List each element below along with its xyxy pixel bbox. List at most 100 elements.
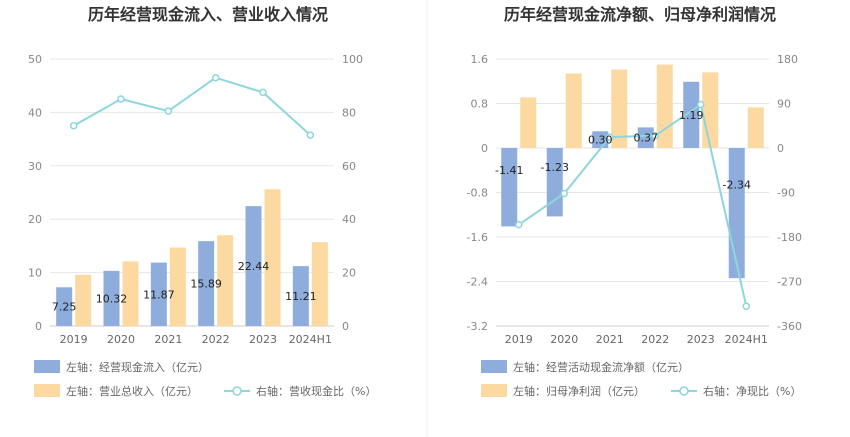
chart1-data-label: 7.25 xyxy=(52,301,77,314)
chart2-legend-label: 左轴：归母净利润（亿元） xyxy=(513,384,645,398)
chart2-right-tick: -180 xyxy=(777,231,802,244)
chart2-left-tick: 0.8 xyxy=(471,98,489,111)
chart2-x-tick: 2021 xyxy=(596,333,624,346)
chart1-bar-a xyxy=(245,206,262,326)
chart2: -3.2 -2.4 -1.6 -0.8 0 0.8 1.6 -360 -270 -180 -90 0 9… xyxy=(467,53,802,398)
chart1-bar-b xyxy=(311,242,328,326)
chart1-bar-b xyxy=(264,189,281,326)
chart1-bar-b xyxy=(122,261,139,326)
chart2-data-label: 0.37 xyxy=(634,132,659,145)
chart1-left-tick: 50 xyxy=(28,53,42,66)
chart2-line-point xyxy=(742,302,750,310)
chart2-bar-b xyxy=(702,72,719,148)
chart2-bar-b xyxy=(611,69,628,148)
chart2-bar-b xyxy=(656,64,673,148)
chart1-legend-label: 左轴：营业总收入（亿元） xyxy=(66,384,198,398)
chart1-data-label: 15.89 xyxy=(190,278,222,291)
chart2-x-tick: 2019 xyxy=(505,333,533,346)
chart1-x-tick: 2020 xyxy=(107,333,135,346)
chart2-line-series xyxy=(518,102,748,307)
chart1-left-tick: 10 xyxy=(28,267,42,280)
chart2-bar-b xyxy=(747,107,764,148)
chart1-x-tick: 2024H1 xyxy=(289,333,332,346)
chart1-bar-b xyxy=(169,247,186,326)
chart1-bar-b xyxy=(217,235,234,326)
chart1-line-point xyxy=(117,95,125,103)
chart2-bar-b xyxy=(565,73,582,148)
chart1-legend-label: 右轴：营收现金比（%） xyxy=(256,384,376,398)
chart1-bar-a xyxy=(103,270,120,326)
chart1-bar-a xyxy=(198,241,215,326)
chart1-legend-swatch-dot xyxy=(232,386,242,396)
chart2-right-tick: -360 xyxy=(777,320,802,333)
chart2-legend-swatch-dot xyxy=(679,386,689,396)
chart1-left-tick: 30 xyxy=(28,160,42,173)
chart2-line-point xyxy=(515,220,523,229)
chart1-title: 历年经营现金流入、营业收入情况 xyxy=(88,5,328,24)
chart2-left-tick: 1.6 xyxy=(471,53,489,66)
chart1-left-tick: 40 xyxy=(28,106,42,119)
chart1-right-tick: 40 xyxy=(342,213,356,226)
chart2-line-point xyxy=(560,189,568,198)
chart2-data-label: 1.19 xyxy=(679,109,704,122)
chart1-left-tick: 20 xyxy=(28,213,42,226)
chart1-x-tick: 2023 xyxy=(249,333,277,346)
chart2-right-tick: -90 xyxy=(777,187,795,200)
chart2-legend-swatch xyxy=(481,360,507,373)
chart2-left-tick: -1.6 xyxy=(467,231,488,244)
chart2-right-tick: 180 xyxy=(777,53,798,66)
chart2-legend-label: 左轴：经营活动现金流净额（亿元） xyxy=(513,360,689,374)
chart1-bar-a xyxy=(150,262,167,326)
chart2-data-label: -2.34 xyxy=(723,178,751,191)
chart2-x-tick: 2024H1 xyxy=(725,333,768,346)
chart1-legend-swatch xyxy=(34,384,60,397)
chart1-data-label: 10.32 xyxy=(96,292,128,305)
chart1-line-point xyxy=(164,107,173,115)
chart2-x-tick: 2023 xyxy=(687,333,715,346)
chart1-line-point xyxy=(69,122,78,130)
chart2-legend-label: 右轴：净现比（%） xyxy=(703,384,801,398)
chart2-line-point xyxy=(651,131,659,140)
chart1-x-tick: 2022 xyxy=(202,333,230,346)
chart1-bar-b xyxy=(75,274,92,326)
chart2-legend-swatch xyxy=(481,384,507,397)
chart2-left-tick: 0 xyxy=(481,142,488,155)
chart2-right-tick: -270 xyxy=(777,276,802,289)
chart2-x-tick: 2020 xyxy=(550,333,578,346)
chart1-data-label: 22.44 xyxy=(238,260,270,273)
chart2-data-label: -1.23 xyxy=(541,161,569,174)
chart2-left-tick: -0.8 xyxy=(467,187,488,200)
chart1-x-tick: 2019 xyxy=(60,333,88,346)
chart1-bar-a xyxy=(292,266,309,326)
chart1-right-tick: 60 xyxy=(342,160,356,173)
chart1-bar-a xyxy=(56,287,73,326)
chart1-line-point xyxy=(211,73,220,82)
chart1-left-tick: 0 xyxy=(35,320,42,333)
chart1: 0 10 20 30 40 50 0 20 40 60 80 100 2019 2020 2021 2022 2… xyxy=(28,53,376,398)
chart1-line-series xyxy=(73,76,312,136)
chart2-title: 历年经营现金流净额、归母净利润情况 xyxy=(504,5,776,24)
chart2-data-label: 0.30 xyxy=(588,134,613,147)
chart1-legend-swatch xyxy=(34,360,60,373)
chart2-left-tick: -2.4 xyxy=(467,276,488,289)
chart2-bar-a xyxy=(546,148,563,217)
chart1-line-point xyxy=(306,131,315,139)
chart1-data-label: 11.21 xyxy=(285,290,317,303)
chart2-left-tick: -3.2 xyxy=(467,320,488,333)
chart2-right-tick: 0 xyxy=(777,142,784,155)
chart2-bar-a xyxy=(728,148,745,279)
chart1-data-label: 11.87 xyxy=(143,288,175,301)
chart1-legend-label: 左轴：经营现金流入（亿元） xyxy=(66,360,209,374)
chart1-right-tick: 0 xyxy=(342,320,349,333)
chart2-line-point xyxy=(697,100,705,109)
chart2-bar-a xyxy=(501,148,518,227)
chart2-right-tick: 90 xyxy=(777,98,791,111)
chart1-right-tick: 20 xyxy=(342,267,356,280)
chart2-bar-a xyxy=(637,127,654,148)
chart1-line-point xyxy=(259,88,267,97)
chart1-right-tick: 80 xyxy=(342,106,356,119)
chart2-bar-b xyxy=(520,97,537,148)
chart2-bar-a xyxy=(683,81,700,148)
